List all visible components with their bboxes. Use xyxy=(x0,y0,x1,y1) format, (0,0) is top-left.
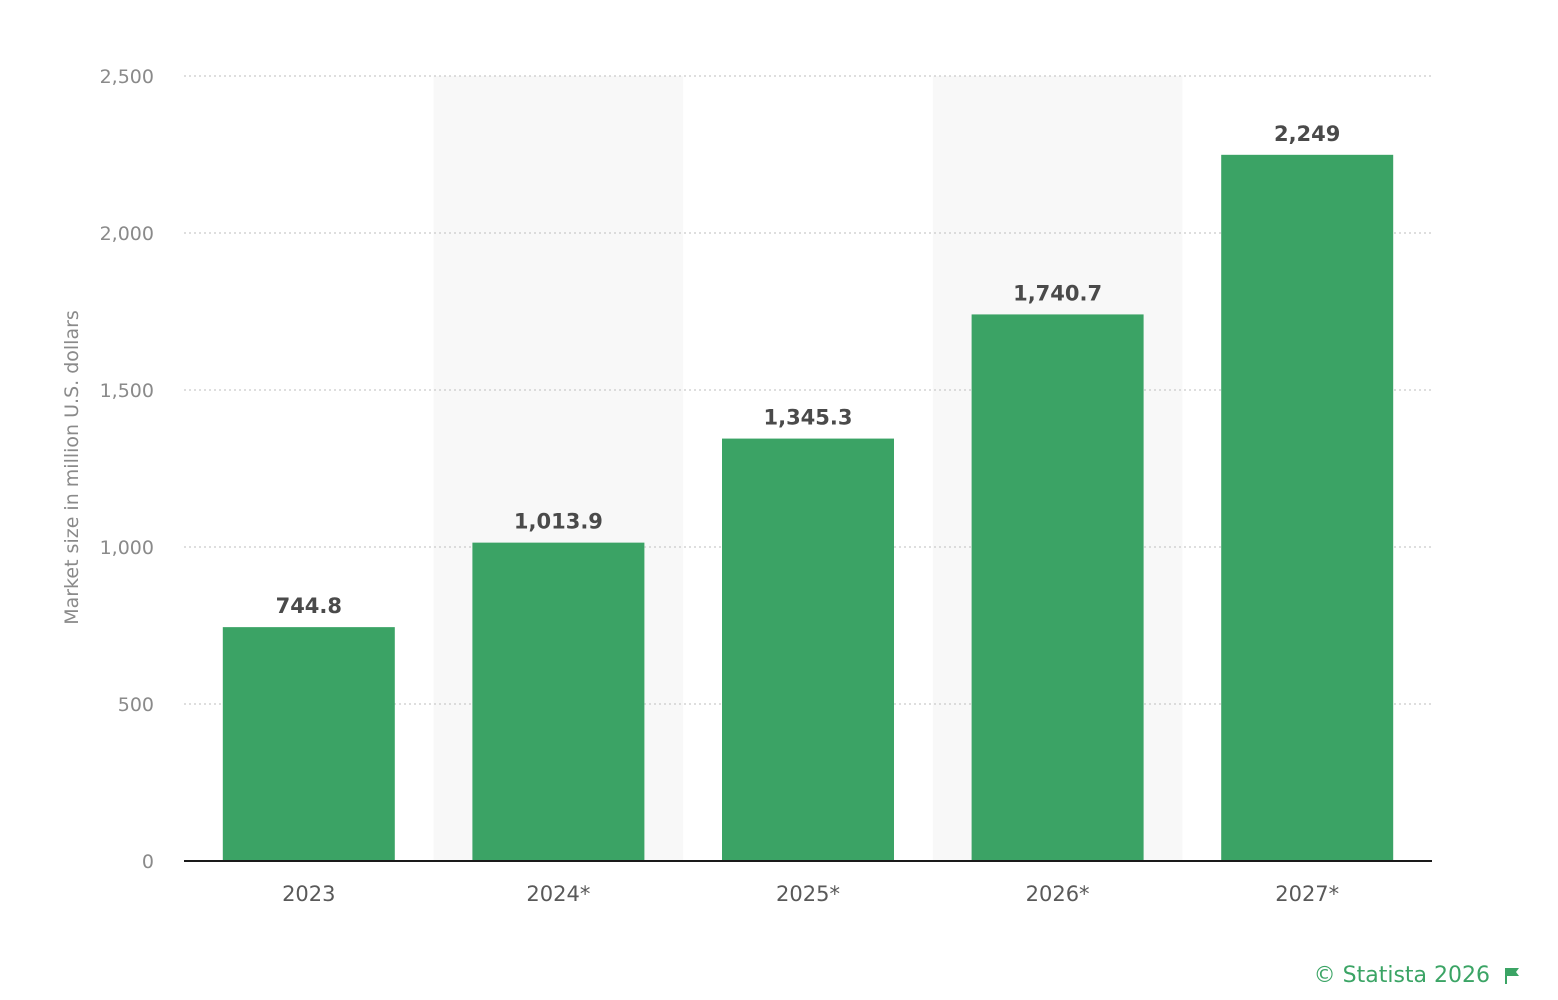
y-tick-label-2000: 2,000 xyxy=(100,223,154,245)
bar-2025[interactable] xyxy=(722,438,894,861)
x-tick-label-2024: 2024* xyxy=(526,882,590,906)
y-axis-title: Market size in million U.S. dollars xyxy=(61,310,83,625)
bars xyxy=(222,154,1394,862)
y-axis-ticks: 0 500 1,000 1,500 2,000 2,500 xyxy=(100,66,154,873)
x-axis-ticks: 2023 2024* 2025* 2026* 2027* xyxy=(282,882,1339,906)
bar-2026[interactable] xyxy=(971,314,1144,862)
bar-2023[interactable] xyxy=(222,627,395,861)
x-tick-label-2027: 2027* xyxy=(1275,882,1339,906)
y-tick-label-0: 0 xyxy=(142,851,154,873)
value-labels: 744.8 1,013.9 1,345.3 1,740.7 2,249 xyxy=(276,122,1341,618)
x-tick-label-2026: 2026* xyxy=(1026,882,1090,906)
source-credit[interactable]: © Statista 2026 xyxy=(1314,963,1520,988)
bar-2027[interactable] xyxy=(1221,154,1394,862)
credit-text: © Statista 2026 xyxy=(1313,963,1490,988)
y-tick-label-2500: 2,500 xyxy=(100,66,154,88)
bar-2024[interactable] xyxy=(472,542,645,861)
x-tick-label-2023: 2023 xyxy=(282,882,335,906)
value-label-2024: 1,013.9 xyxy=(514,510,603,534)
value-label-2025: 1,345.3 xyxy=(763,406,852,430)
y-tick-label-500: 500 xyxy=(118,694,154,716)
value-label-2026: 1,740.7 xyxy=(1013,281,1102,305)
x-tick-label-2025: 2025* xyxy=(776,882,840,906)
value-label-2023: 744.8 xyxy=(276,594,342,618)
value-label-2027: 2,249 xyxy=(1274,122,1340,146)
y-tick-label-1000: 1,000 xyxy=(100,537,154,559)
y-tick-label-1500: 1,500 xyxy=(100,380,154,402)
flag-icon xyxy=(1505,967,1519,984)
